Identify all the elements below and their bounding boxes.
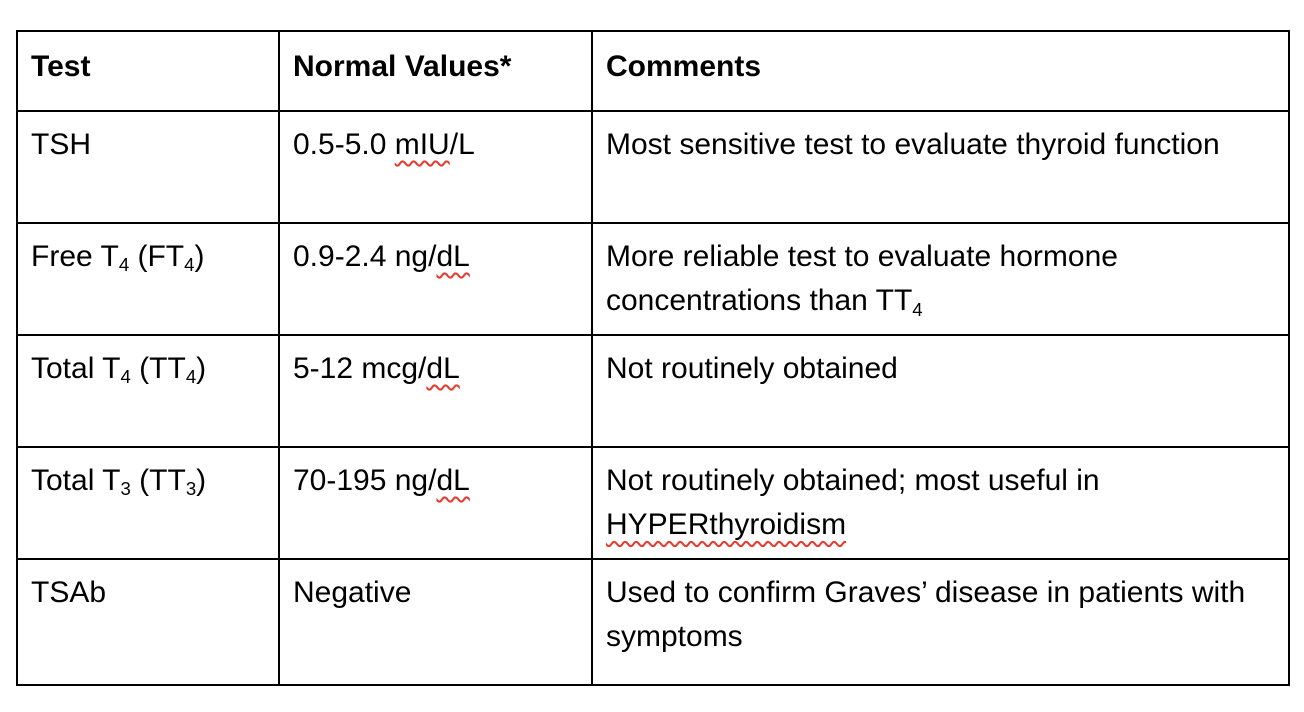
subscript-text: 4 <box>184 254 195 276</box>
cell-text: /L <box>449 128 475 161</box>
thyroid-tests-table: Test Normal Values* Comments TSH 0.5-5.0 … <box>16 30 1290 686</box>
test-cell: Total T3 (TT3) <box>16 446 280 560</box>
subscript-text: 4 <box>120 366 131 388</box>
cell-text: Free T <box>31 240 119 273</box>
subscript-text: 4 <box>912 298 923 320</box>
cell-text: ) <box>196 464 207 497</box>
cell-text: Not routinely obtained; most useful in <box>606 464 1100 497</box>
test-cell: TSH <box>16 110 280 224</box>
comments-cell: More reliable test to evaluate hormone c… <box>591 222 1290 336</box>
cell-text: 0.9-2.4 ng/ <box>293 240 437 273</box>
subscript-text: 3 <box>120 478 131 500</box>
column-header-normal-values: Normal Values* <box>278 30 593 112</box>
table-body: TSH 0.5-5.0 mIU/L Most sensitive test to e… <box>16 110 1290 686</box>
table-row: TSAb Negative Used to confirm Graves’ dise… <box>16 558 1290 686</box>
normal-values-cell: 70-195 ng/dL <box>278 446 593 560</box>
spellcheck-squiggle-text: dL <box>436 464 470 497</box>
comments-cell: Not routinely obtained <box>591 334 1290 448</box>
subscript-text: 4 <box>185 366 197 388</box>
column-header-test: Test <box>16 30 280 112</box>
cell-text: More reliable test to evaluate hormone c… <box>606 240 1118 318</box>
spellcheck-squiggle-text: mIU <box>394 128 450 161</box>
cell-text: Total T <box>31 464 121 497</box>
test-cell: TSAb <box>16 558 280 686</box>
cell-text: (FT <box>129 240 185 273</box>
cell-text: Used to confirm Graves’ disease in patie… <box>606 576 1246 654</box>
table-row: TSH 0.5-5.0 mIU/L Most sensitive test to e… <box>16 110 1290 224</box>
cell-text: 5-12 mcg/ <box>293 352 427 385</box>
column-header-comments: Comments <box>591 30 1290 112</box>
spellcheck-squiggle-text: dL <box>426 352 460 385</box>
subscript-text: 3 <box>185 478 197 500</box>
cell-text: Not routinely obtained <box>606 352 898 385</box>
cell-text: 70-195 ng/ <box>293 464 437 497</box>
normal-values-cell: Negative <box>278 558 593 686</box>
test-cell: Free T4 (FT4) <box>16 222 280 336</box>
normal-values-cell: 0.5-5.0 mIU/L <box>278 110 593 224</box>
comments-cell: Most sensitive test to evaluate thyroid … <box>591 110 1290 224</box>
spellcheck-squiggle-text: HYPERthyroidism <box>606 508 847 542</box>
spellcheck-squiggle-text: dL <box>436 240 470 273</box>
comments-cell: Used to confirm Graves’ disease in patie… <box>591 558 1290 686</box>
cell-text: Total T <box>31 352 121 385</box>
cell-text: ) <box>194 240 205 273</box>
cell-text: ) <box>196 352 207 385</box>
header-row: Test Normal Values* Comments <box>16 30 1290 112</box>
cell-text: (TT <box>130 352 186 385</box>
cell-text: 0.5-5.0 <box>293 128 395 161</box>
cell-text: (TT <box>130 464 186 497</box>
subscript-text: 4 <box>118 254 130 276</box>
comments-cell: Not routinely obtained; most useful in H… <box>591 446 1290 560</box>
cell-text: Most sensitive test to evaluate thyroid … <box>606 128 1220 161</box>
table-header: Test Normal Values* Comments <box>16 30 1290 112</box>
table-row: Total T4 (TT4) 5-12 mcg/dL Not routinely o… <box>16 334 1290 448</box>
table-row: Free T4 (FT4) 0.9-2.4 ng/dL More reliable … <box>16 222 1290 336</box>
test-cell: Total T4 (TT4) <box>16 334 280 448</box>
cell-text: Negative <box>293 576 412 609</box>
table-row: Total T3 (TT3) 70-195 ng/dL Not routinely … <box>16 446 1290 560</box>
cell-text: TSAb <box>31 576 107 609</box>
normal-values-cell: 0.9-2.4 ng/dL <box>278 222 593 336</box>
normal-values-cell: 5-12 mcg/dL <box>278 334 593 448</box>
cell-text: TSH <box>31 128 91 161</box>
